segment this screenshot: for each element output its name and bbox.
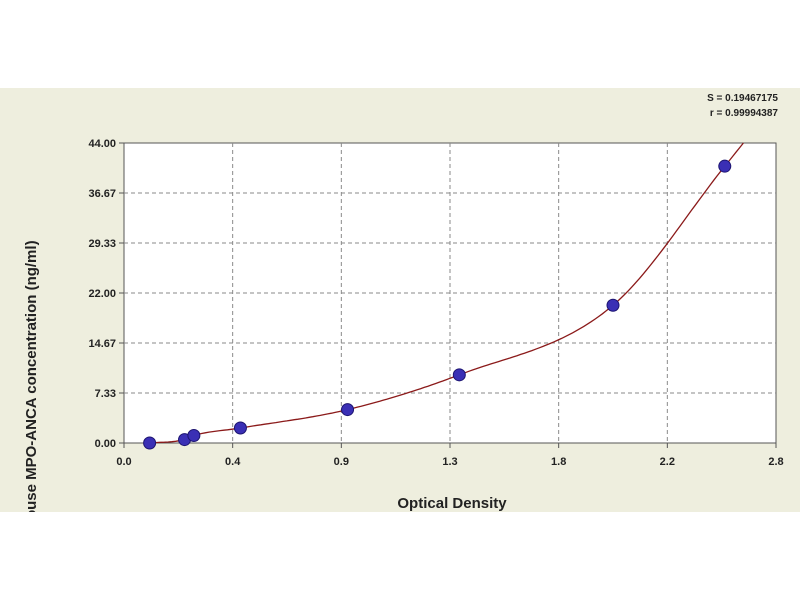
x-tick-label: 0.0 (116, 456, 131, 468)
x-axis-title: Optical Density (397, 495, 507, 512)
y-tick-label: 36.67 (88, 188, 116, 200)
data-point (143, 436, 157, 450)
x-tick-label: 0.4 (225, 456, 241, 468)
data-point (341, 403, 355, 417)
y-tick-label: 14.67 (88, 338, 116, 350)
x-tick-label: 1.8 (551, 456, 566, 468)
y-tick-label: 29.33 (88, 238, 116, 250)
data-point (718, 159, 732, 173)
data-point (187, 429, 201, 442)
stat-r: r = 0.99994387 (710, 108, 779, 119)
x-tick-label: 2.8 (768, 456, 783, 468)
data-points (143, 159, 732, 450)
y-axis-title: Mouse MPO-ANCA concentration (ng/ml) (23, 240, 40, 512)
standard-curve-chart: 0.0 0.4 0.9 1.3 1.8 2.2 2.8 0.00 7.33 14.67 22.00… (23, 93, 784, 512)
chart-figure: 0.0 0.4 0.9 1.3 1.8 2.2 2.8 0.00 7.33 14.67 22.00… (0, 88, 800, 512)
data-point (452, 368, 466, 382)
x-axis-ticks: 0.0 0.4 0.9 1.3 1.8 2.2 2.8 (116, 443, 784, 468)
grid-lines (124, 143, 776, 443)
x-tick-label: 1.3 (442, 456, 457, 468)
y-tick-label: 0.00 (95, 438, 116, 450)
data-point (233, 421, 247, 435)
x-tick-label: 2.2 (660, 456, 675, 468)
data-point (606, 298, 620, 312)
y-tick-label: 44.00 (88, 138, 116, 150)
stat-s: S = 0.19467175 (707, 93, 778, 104)
y-tick-label: 7.33 (95, 388, 116, 400)
x-tick-label: 0.9 (334, 456, 349, 468)
y-axis-ticks: 0.00 7.33 14.67 22.00 29.33 36.67 44.00 (88, 138, 124, 450)
fit-curve (149, 142, 744, 444)
y-tick-label: 22.00 (88, 288, 116, 300)
